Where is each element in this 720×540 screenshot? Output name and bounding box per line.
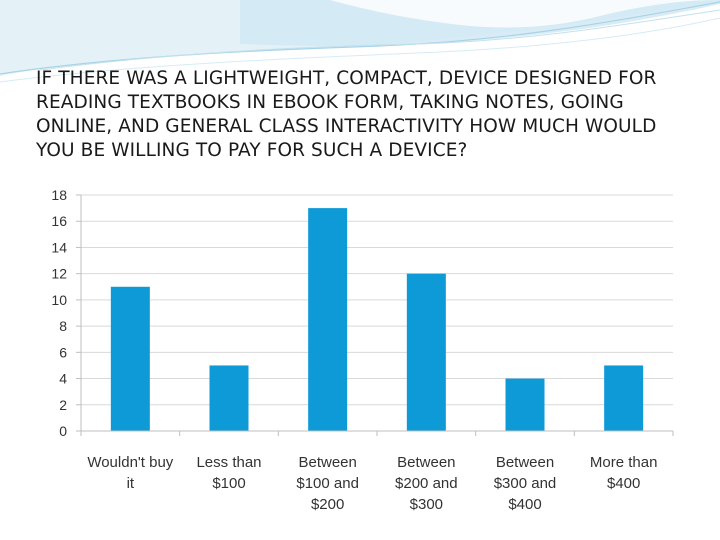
x-tick-label-line: Between (397, 454, 455, 471)
swoosh-line-1 (0, 1, 720, 75)
bar (505, 378, 545, 431)
x-tick-label-line: $200 and (395, 475, 458, 492)
slide-title: IF THERE WAS A LIGHTWEIGHT, COMPACT, DEV… (36, 68, 657, 161)
swoosh-highlight (330, 0, 720, 28)
x-tick-label-line: $300 and (494, 475, 557, 492)
x-tick-label-line: More than (590, 454, 658, 471)
x-tick-label: More than $400 (590, 454, 658, 492)
x-tick-label-line: $400 (508, 496, 541, 513)
x-tick-label-line: $100 and (296, 475, 359, 492)
y-tick-label: 18 (51, 187, 67, 203)
y-tick-label: 6 (59, 344, 67, 360)
slide-header-swoosh (0, 0, 720, 83)
bar (110, 286, 150, 431)
bar (604, 365, 644, 431)
y-tick-label: 4 (59, 371, 67, 387)
x-tick-label-line: $300 (410, 496, 443, 513)
x-tick-label: Between $300 and $400 (494, 454, 557, 513)
x-tick-label-line: Between (496, 454, 554, 471)
x-tick-label-line: $100 (212, 475, 245, 492)
y-tick-label: 12 (51, 266, 67, 282)
bar (308, 208, 348, 431)
x-tick-label: Wouldn't buy it (87, 454, 173, 492)
y-tick-label: 16 (51, 213, 67, 229)
x-tick-label-line: $200 (311, 496, 344, 513)
x-tick-label-line: $400 (607, 475, 640, 492)
bars (110, 208, 644, 431)
x-tick-label: Less than $100 (196, 454, 261, 492)
bar (406, 273, 446, 431)
y-axis-tick-labels: 0 2 4 6 8 10 12 14 16 18 (51, 187, 67, 439)
y-tick-label: 8 (59, 318, 67, 334)
y-tick-label: 0 (59, 423, 67, 439)
bar-chart: 0 2 4 6 8 10 12 14 16 18 Wouldn't buy it Less than $… (51, 187, 674, 513)
swoosh-line-2 (39, 9, 720, 71)
swoosh-line-3 (0, 17, 720, 83)
y-tick-label: 10 (51, 292, 67, 308)
x-tick-label: Between $100 and $200 (296, 454, 359, 513)
axes (76, 194, 674, 436)
gridlines (81, 194, 673, 406)
x-tick-label-line: Less than (196, 454, 261, 471)
y-tick-label: 14 (51, 239, 67, 255)
x-axis-tick-labels: Wouldn't buy it Less than $100 Between $100 a… (87, 454, 657, 513)
y-tick-label: 2 (59, 397, 67, 413)
x-tick-label: Between $200 and $300 (395, 454, 458, 513)
x-tick-label-line: Between (298, 454, 356, 471)
bar (209, 365, 249, 431)
x-tick-label-line: Wouldn't buy (87, 454, 173, 471)
x-tick-label-line: it (127, 475, 135, 492)
